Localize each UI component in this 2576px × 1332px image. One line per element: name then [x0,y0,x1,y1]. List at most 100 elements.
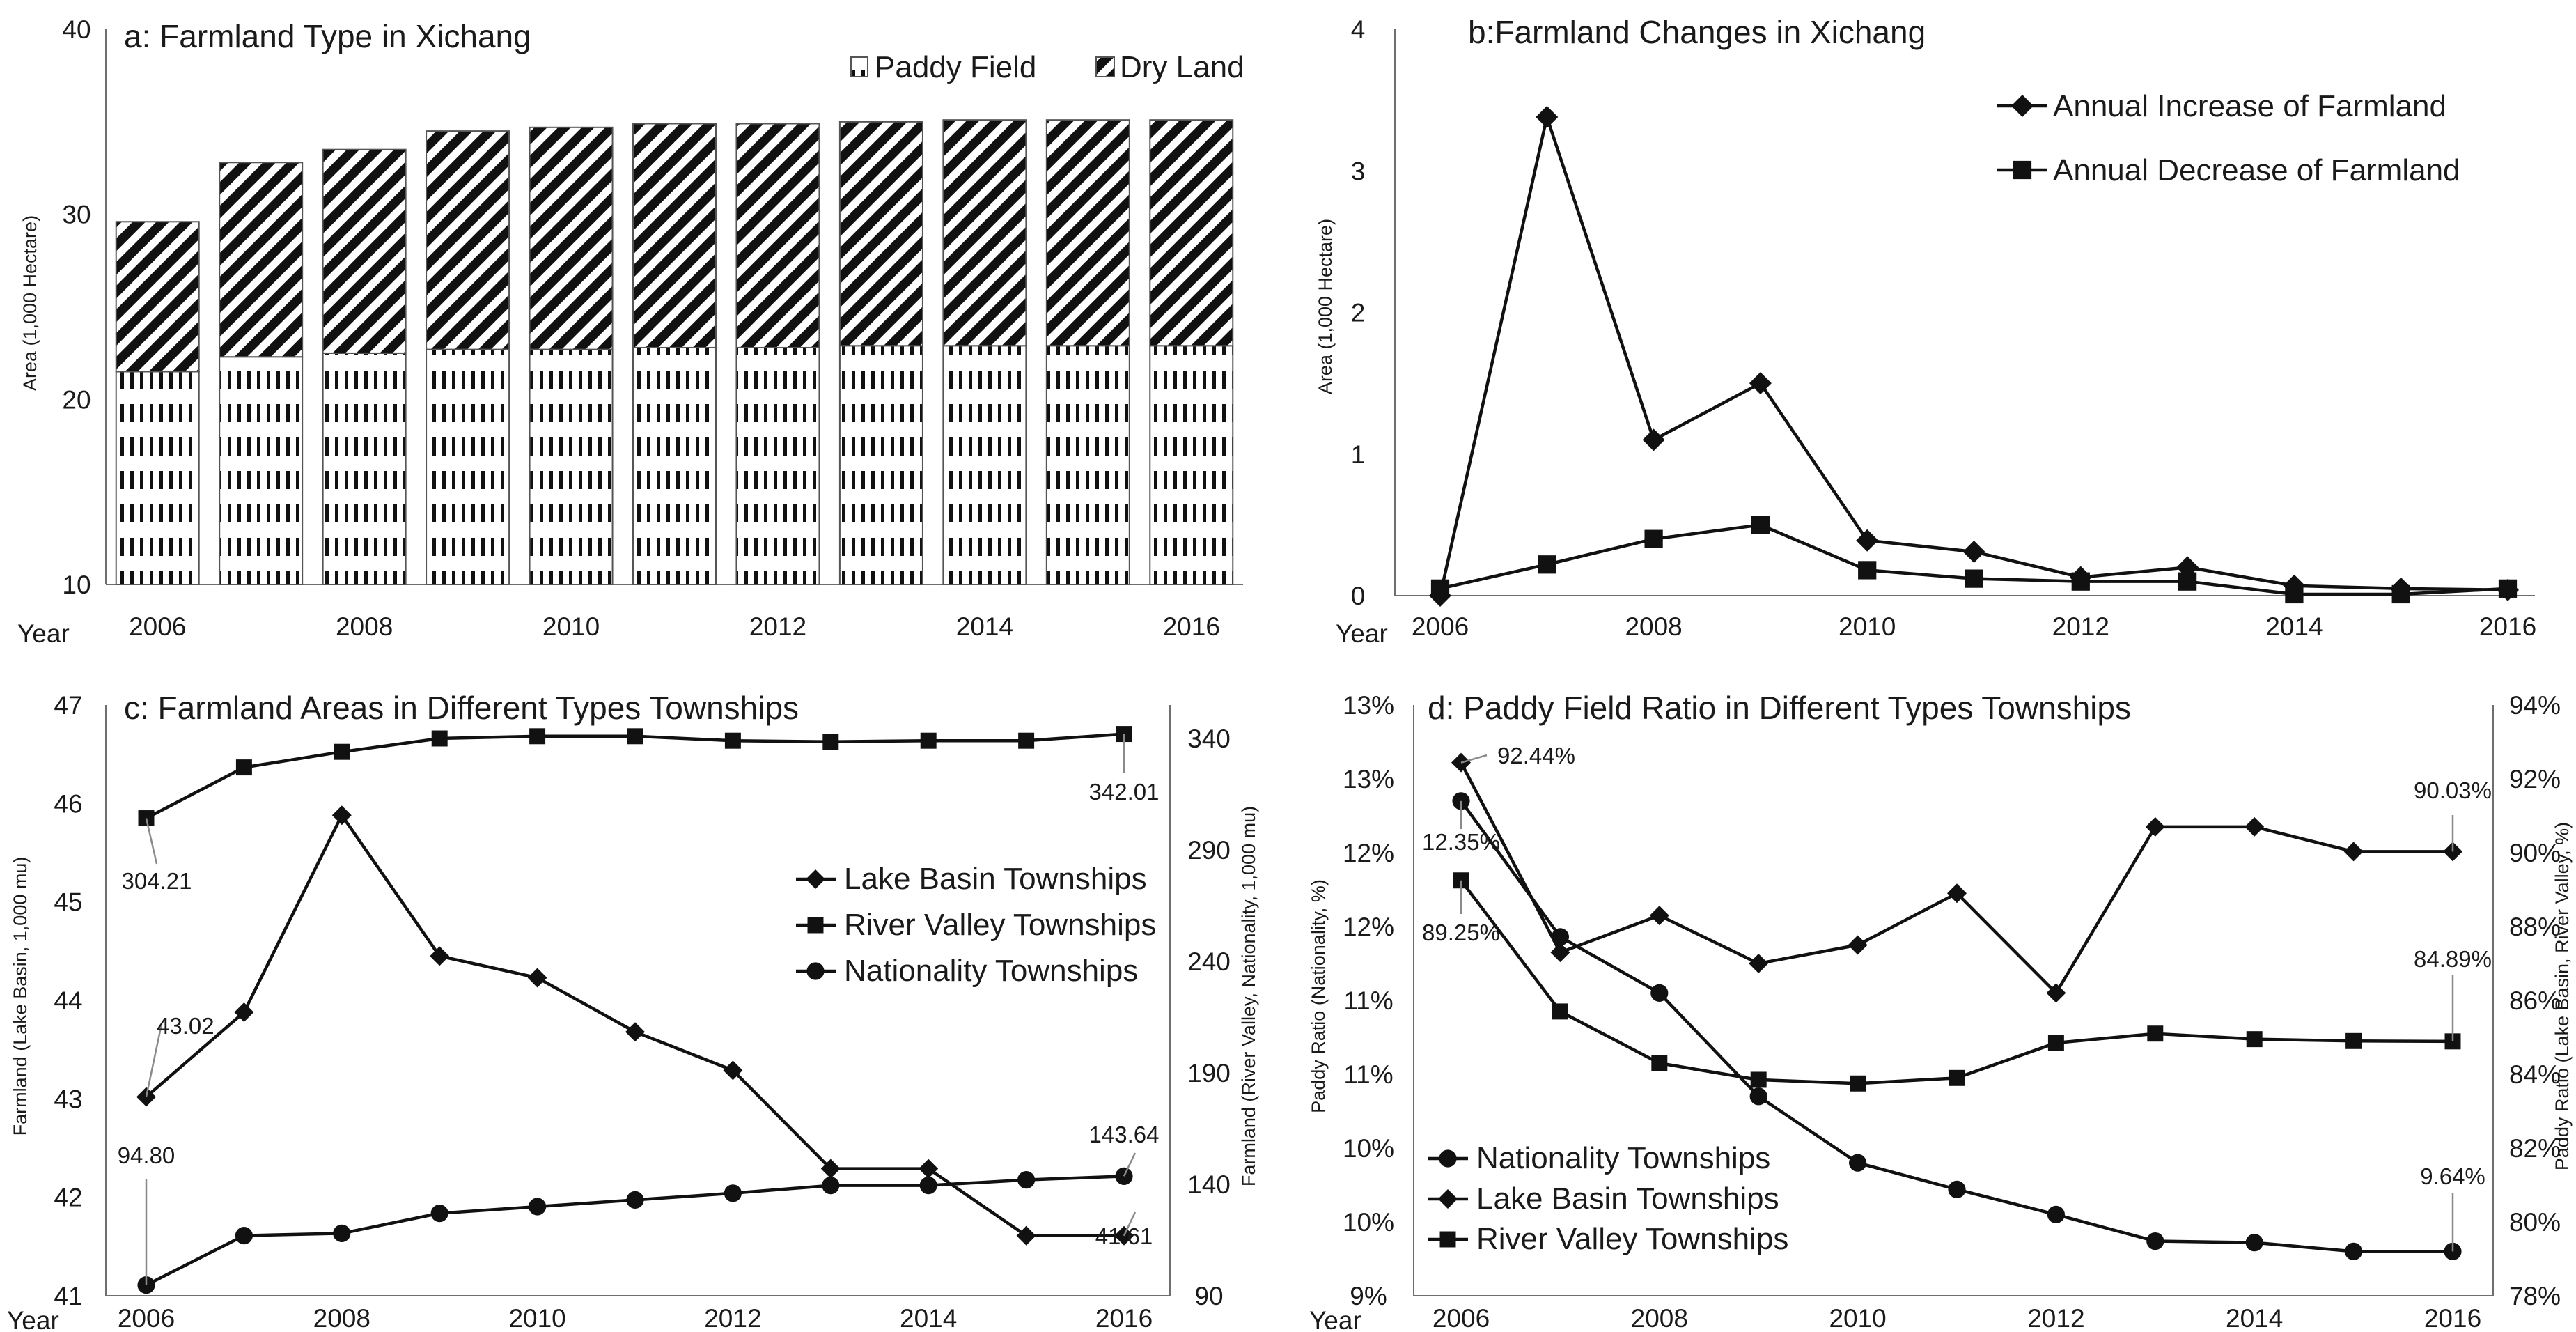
lake-basin-point-2012 [2046,983,2066,1003]
y-right-tick-label: 90% [2509,839,2561,867]
river-valley-point-2010 [529,728,546,745]
x-tick-label: 2006 [1433,1304,1490,1332]
panel-d-y-left-axis-title: Paddy Ratio (Nationality, %) [1308,879,1329,1113]
panel-a-title: a: Farmland Type in Xichang [124,18,531,54]
panel-d-legend: Nationality Townships Lake Basin Township… [1428,1141,1788,1256]
x-tick-label: 2014 [2226,1304,2283,1332]
x-tick-label: 2008 [1625,612,1682,641]
series-line-river-valley [145,732,1125,820]
river-valley-point-2012 [2047,1035,2064,1051]
nationality-point-2009 [430,1205,448,1223]
panel-c-y-right-axis-title: Farmland (River Valley, Nationality, 1,0… [1238,806,1259,1186]
lake-basin-point-2013 [820,1159,841,1179]
lake-basin-point-2007 [234,1002,254,1022]
y-right-tick-label: 88% [2509,913,2561,941]
y-left-tick-label: 12% [1343,839,1394,867]
nationality-point-2011 [1948,1180,1966,1198]
y-right-tick-label: 190 [1187,1059,1231,1087]
annotation-leader-0 [145,818,158,865]
annotation-label-2: 89.25% [1422,920,1500,945]
river-valley-point-2009 [431,730,448,747]
y-tick-label: 2 [1351,299,1366,327]
river-valley-point-2011 [627,728,643,745]
legend-marker-nationality [1439,1149,1457,1168]
y-tick-label: 3 [1351,157,1366,185]
y-left-tick-label: 13% [1343,691,1394,720]
legend-marker-river-valley [807,917,824,934]
nationality-point-2010 [529,1198,547,1216]
river-valley-point-2012 [724,732,741,749]
dry-land-bar-2016 [1149,119,1234,347]
y-left-tick-label: 11% [1343,986,1393,1015]
panel-b-legend: Annual Increase of Farmland Annual Decrea… [1997,89,2460,187]
paddy-field-bar-2011 [632,346,717,585]
x-tick-label: 2012 [2052,612,2109,641]
annotation-label-0: 92.44% [1497,743,1575,768]
panel-a-x-axis-title: Year [17,619,70,648]
panel-c-title: c: Farmland Areas in Different Types Tow… [124,690,799,726]
dry-land-bar-2008 [322,148,407,354]
annotation-leader-2 [145,1023,163,1097]
lake-basin-point-2009 [430,946,450,966]
x-tick-label: 2008 [1631,1304,1688,1332]
y-left-tick-label: 46 [54,789,82,818]
x-tick-label: 2008 [313,1304,370,1332]
paddy-field-bar-2010 [529,348,614,585]
nationality-point-2015 [1017,1171,1036,1189]
y-left-tick-label: 12% [1343,913,1394,941]
y-tick-label: 40 [62,15,91,44]
y-left-tick-label: 11% [1343,1060,1393,1089]
nationality-point-2007 [235,1227,253,1245]
legend-marker-1 [2013,160,2032,180]
y-right-tick-label: 340 [1187,725,1231,753]
paddy-field-bar-2008 [322,352,407,585]
decrease-point-2016 [2498,579,2518,598]
nationality-point-2008 [333,1224,351,1242]
legend-marker-lake-basin [806,869,825,889]
increase-point-2008 [1642,428,1665,451]
annotation-label-0: 304.21 [122,868,192,894]
legend-swatch-paddy-field [850,56,868,77]
nationality-point-2013 [2146,1232,2164,1250]
dry-land-bar-2006 [115,221,200,373]
annotation-label-1: 342.01 [1089,779,1160,805]
y-left-tick-label: 44 [54,986,82,1015]
legend-label-0: Annual Increase of Farmland [2053,89,2446,123]
nationality-point-2014 [919,1177,937,1195]
river-valley-point-2008 [334,743,350,760]
paddy-field-bar-2012 [735,346,820,585]
y-left-tick-label: 41 [54,1282,82,1310]
river-valley-point-2014 [920,732,937,749]
lake-basin-point-2007 [1550,943,1570,963]
lake-basin-point-2015 [1016,1225,1036,1246]
y-left-tick-label: 13% [1343,765,1394,793]
y-tick-label: 1 [1351,440,1366,469]
x-tick-label: 2016 [1163,612,1220,641]
river-valley-point-2007 [235,759,252,776]
annotation-label-4: 84.89% [2414,946,2492,972]
annotation-label-4: 94.80 [118,1143,175,1168]
panel-a-legend: Paddy Field Dry Land [850,50,1244,84]
y-left-tick-label: 10% [1343,1134,1394,1163]
panel-b-farmland-changes: 0 1 2 3 4 2006 2008 2010 2012 2014 2016 b:Farmland … [1315,14,2536,648]
x-tick-label: 2006 [129,612,186,641]
panel-b-x-axis-title: Year [1336,619,1388,648]
annotation-label-3: 41.61 [1095,1223,1153,1249]
x-tick-label: 2012 [2027,1304,2084,1332]
panel-d-y-right-axis-title: Paddy Ratio (Lake Basin, River Valley, %… [2552,822,2573,1170]
river-valley-point-2007 [1552,1003,1568,1020]
legend-label-lake-basin: Lake Basin Townships [844,862,1147,896]
y-right-tick-label: 86% [2509,986,2561,1015]
y-right-tick-label: 90 [1194,1282,1223,1310]
y-right-tick-label: 80% [2509,1208,2561,1237]
annotation-label-2: 43.02 [157,1013,214,1039]
paddy-field-bar-2013 [838,345,923,585]
annotation-leader-0 [1460,754,1488,764]
x-tick-label: 2010 [1829,1304,1886,1332]
legend-label-nationality: Nationality Townships [1476,1141,1770,1175]
paddy-field-bar-2016 [1149,345,1234,585]
panel-c-y-left-axis-title: Farmland (Lake Basin, 1,000 mu) [10,857,31,1136]
lake-basin-point-2011 [625,1022,645,1042]
legend-swatch-dry-land [1095,56,1115,77]
